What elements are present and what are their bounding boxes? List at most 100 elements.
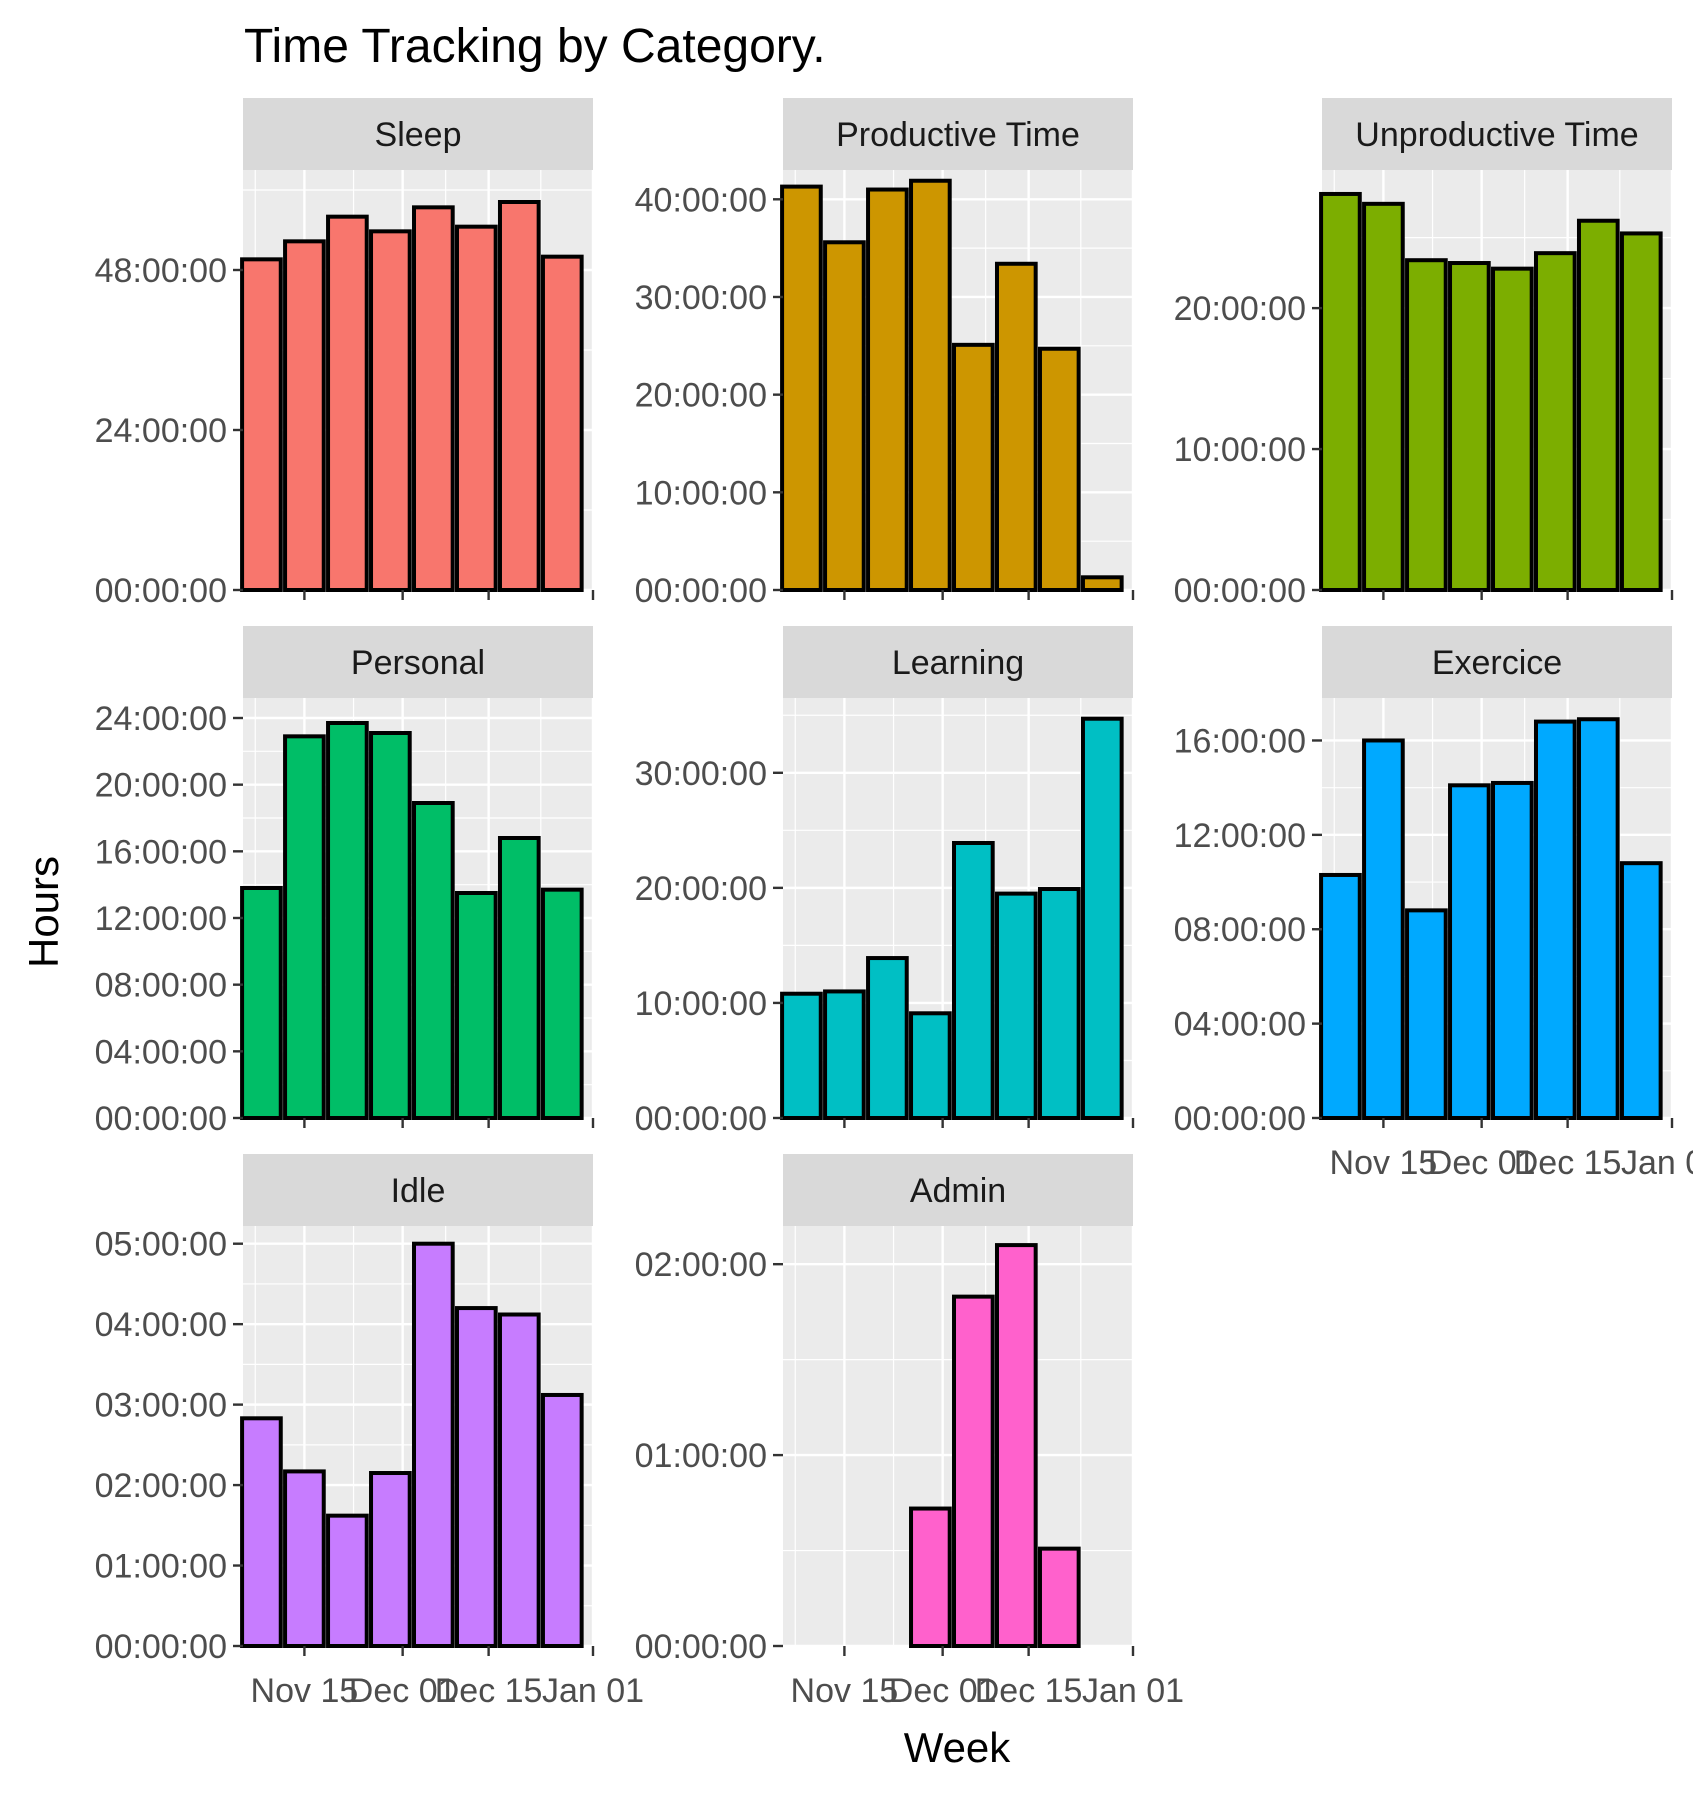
bar-personal — [369, 731, 412, 1120]
x-tick-label: Dec 01 — [889, 1672, 997, 1710]
bar-idle — [412, 1241, 455, 1649]
bar-unproductive-time — [1619, 231, 1663, 592]
bar-unproductive-time — [1405, 258, 1448, 592]
y-tick-label: 02:00:00 — [95, 1467, 227, 1505]
bar-learning — [952, 840, 995, 1121]
y-tick-label: 01:00:00 — [635, 1437, 767, 1475]
bar-idle — [454, 1306, 498, 1648]
strip-personal — [243, 626, 593, 698]
bar-exercice — [1533, 719, 1577, 1120]
x-tick-label: Dec 15 — [435, 1672, 543, 1710]
strip-label-idle: Idle — [391, 1172, 446, 1210]
bar-productive-time — [994, 261, 1038, 592]
y-tick-label: 01:00:00 — [95, 1548, 227, 1586]
strip-exercice — [1322, 626, 1672, 698]
strip-sleep — [243, 98, 593, 170]
strip-label-learning: Learning — [892, 644, 1024, 682]
y-tick-label: 03:00:00 — [95, 1387, 227, 1425]
bar-personal — [412, 801, 455, 1120]
bar-sleep — [412, 205, 455, 592]
strip-label-sleep: Sleep — [375, 116, 462, 154]
x-tick-label: Dec 15 — [1514, 1144, 1622, 1182]
y-tick-label: 16:00:00 — [1174, 722, 1306, 760]
bar-admin — [909, 1506, 952, 1648]
bar-idle — [240, 1416, 283, 1648]
y-tick-label: 04:00:00 — [1174, 1006, 1306, 1044]
bar-productive-time — [952, 342, 995, 593]
bar-idle — [369, 1471, 412, 1648]
bar-learning — [866, 956, 909, 1121]
y-tick-label: 20:00:00 — [635, 870, 767, 908]
bar-exercice — [1448, 783, 1491, 1120]
bar-unproductive-time — [1491, 266, 1534, 592]
y-tick-label: 00:00:00 — [635, 1100, 767, 1138]
y-tick-label: 00:00:00 — [635, 572, 767, 610]
y-tick-label: 30:00:00 — [635, 755, 767, 793]
x-tick-label: Dec 01 — [349, 1672, 457, 1710]
bar-idle — [326, 1513, 369, 1648]
y-tick-label: 00:00:00 — [1174, 1100, 1306, 1138]
y-tick-label: 20:00:00 — [635, 377, 767, 415]
bar-productive-time — [1037, 346, 1081, 592]
bar-admin — [994, 1243, 1038, 1649]
bar-sleep — [283, 239, 326, 592]
bar-learning — [909, 1011, 952, 1120]
x-tick-label: Nov 15 — [1330, 1144, 1438, 1182]
bar-admin — [1037, 1546, 1081, 1648]
bar-exercice — [1491, 780, 1534, 1121]
y-tick-label: 02:00:00 — [635, 1246, 767, 1284]
strip-unproductive-time — [1322, 98, 1672, 170]
bar-exercice — [1576, 717, 1620, 1120]
strip-label-admin: Admin — [910, 1172, 1006, 1210]
panel-unproductive-time: Unproductive Time 00:00:00 10:00:00 20:00:0… — [1174, 98, 1674, 610]
y-tick-label: 12:00:00 — [1174, 817, 1306, 855]
panel-exercice: Exercice 00:00:00 04:00:00 08:00:00 12:00:00… — [1174, 626, 1693, 1182]
y-tick-label: 24:00:00 — [95, 412, 227, 450]
bar-productive-time — [823, 240, 866, 592]
strip-admin — [783, 1154, 1133, 1226]
bar-learning — [1080, 716, 1124, 1120]
bar-sleep — [369, 229, 412, 592]
y-tick-label: 10:00:00 — [635, 985, 767, 1023]
y-tick-label: 00:00:00 — [1174, 572, 1306, 610]
strip-learning — [783, 626, 1133, 698]
strip-idle — [243, 1154, 593, 1226]
y-tick-label: 10:00:00 — [635, 474, 767, 512]
x-tick-label: Dec 15 — [975, 1672, 1083, 1710]
bar-personal — [454, 891, 498, 1120]
bar-sleep — [326, 214, 369, 593]
bar-productive-time — [909, 178, 952, 593]
strip-label-exercice: Exercice — [1432, 644, 1562, 682]
y-tick-label: 20:00:00 — [1174, 290, 1306, 328]
bar-unproductive-time — [1533, 251, 1577, 592]
y-tick-label: 30:00:00 — [635, 279, 767, 317]
x-axis-title: Week — [904, 1724, 1012, 1771]
y-axis-title: Hours — [20, 856, 67, 968]
bar-sleep — [540, 254, 584, 592]
y-tick-label: 00:00:00 — [95, 1100, 227, 1138]
bar-learning — [823, 989, 866, 1121]
y-tick-label: 08:00:00 — [95, 967, 227, 1005]
chart-title: Time Tracking by Category. — [244, 20, 826, 73]
y-tick-label: 24:00:00 — [95, 700, 227, 738]
bar-unproductive-time — [1448, 261, 1491, 592]
bar-idle — [497, 1312, 541, 1648]
bar-idle — [540, 1392, 584, 1649]
panel-productive-time: Productive Time 00:00:00 10:00:00 20:00:00 3… — [635, 98, 1135, 610]
bar-productive-time — [1080, 575, 1124, 592]
x-tick-label: Jan 01 — [1082, 1672, 1184, 1710]
bar-productive-time — [780, 184, 823, 592]
y-tick-label: 00:00:00 — [95, 572, 227, 610]
strip-productive-time — [783, 98, 1133, 170]
bar-sleep — [454, 224, 498, 593]
bar-admin — [952, 1294, 995, 1648]
y-tick-label: 48:00:00 — [95, 252, 227, 290]
bar-sleep — [497, 200, 541, 592]
bar-learning — [780, 991, 823, 1120]
panel-idle: Idle 00:00:00 01:00:00 02:00:00 03:00:00 04:0… — [95, 1154, 644, 1710]
panel-personal: Personal 00:00:00 04:00:00 08:00:00 12:00:00… — [95, 626, 595, 1138]
bar-unproductive-time — [1362, 201, 1405, 592]
